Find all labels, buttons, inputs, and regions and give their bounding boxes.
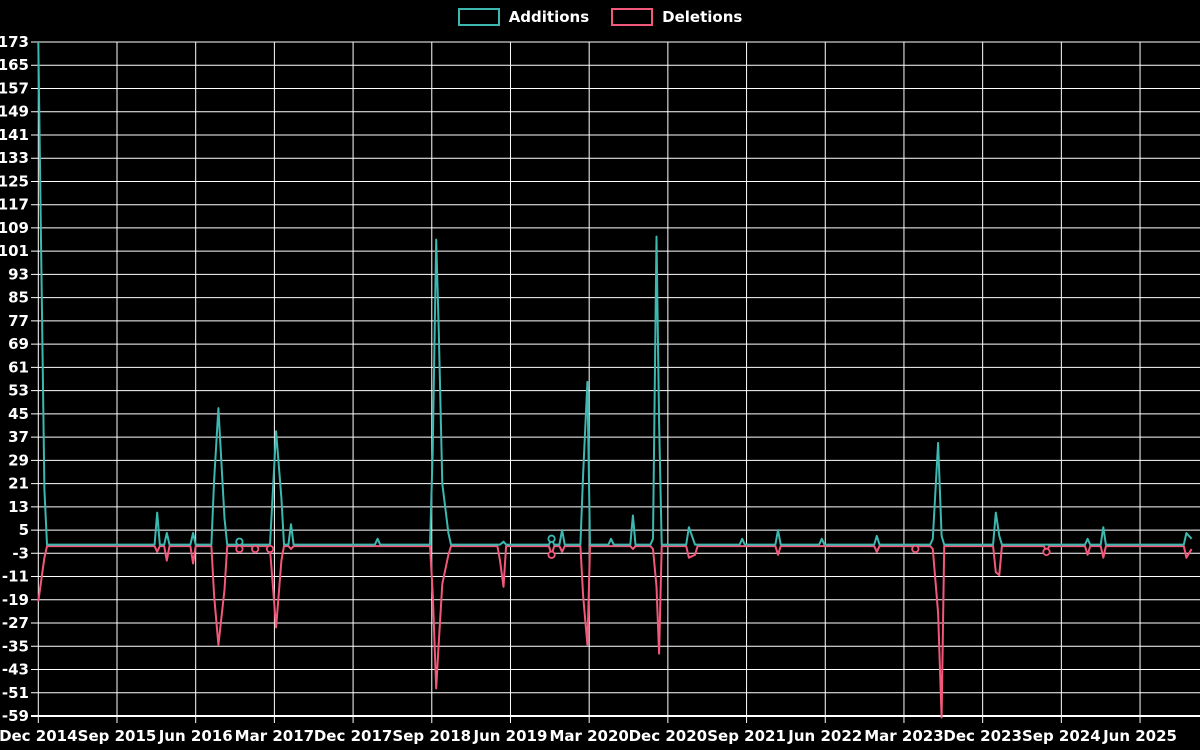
y-tick-label: 93 [8, 265, 29, 283]
x-tick-label: Jun 2022 [787, 727, 862, 745]
legend-item-deletions[interactable]: Deletions [611, 8, 742, 26]
additions-point-marker [235, 537, 244, 546]
additions-point-marker [547, 534, 556, 543]
y-tick-label: 149 [0, 103, 29, 121]
x-tick-label: Dec 2020 [629, 727, 708, 745]
y-tick-label: 157 [0, 79, 29, 97]
y-tick-label: 21 [8, 475, 29, 493]
x-tick-label: Mar 2023 [864, 727, 943, 745]
y-tick-label: 133 [0, 149, 29, 167]
x-tick-label: Dec 2017 [314, 727, 393, 745]
y-tick-label: 61 [8, 358, 29, 376]
y-tick-label: 85 [8, 289, 29, 307]
y-tick-label: 101 [0, 242, 29, 260]
y-tick-label: -51 [2, 684, 29, 702]
y-tick-label: 165 [0, 56, 29, 74]
y-tick-label: -59 [2, 707, 29, 725]
y-tick-label: 109 [0, 219, 29, 237]
y-tick-label: -27 [2, 614, 29, 632]
y-tick-label: 29 [8, 451, 29, 469]
x-tick-label: Jun 2025 [1102, 727, 1177, 745]
deletions-point-marker [265, 544, 275, 554]
y-tick-label: 37 [8, 428, 29, 446]
deletions-point-marker [547, 550, 556, 559]
y-tick-label: 173 [0, 33, 29, 51]
y-tick-label: -3 [12, 544, 29, 562]
deletions-point-marker [251, 544, 260, 554]
x-tick-label: Sep 2018 [392, 727, 471, 745]
deletions-point-marker [911, 544, 920, 554]
chart-legend: Additions Deletions [0, 8, 1200, 26]
y-tick-label: 125 [0, 172, 29, 190]
deletions-point-marker [1042, 547, 1051, 557]
x-tick-label: Dec 2023 [943, 727, 1022, 745]
legend-label-deletions: Deletions [662, 7, 743, 26]
x-tick-label: Sep 2024 [1022, 727, 1101, 745]
deletions-point-marker [235, 544, 244, 554]
y-tick-label: 53 [8, 382, 29, 400]
x-tick-label: Jun 2019 [473, 727, 548, 745]
y-tick-label: -11 [2, 568, 29, 586]
y-tick-label: 45 [8, 405, 29, 423]
y-tick-label: -19 [2, 591, 29, 609]
additions-swatch-icon [457, 8, 500, 26]
additions-line [37, 41, 1193, 546]
x-tick-label: Mar 2020 [549, 727, 628, 745]
x-tick-label: Sep 2015 [78, 727, 157, 745]
deletions-line [37, 545, 1193, 719]
x-tick-label: Jun 2016 [158, 727, 233, 745]
x-tick-label: Dec 2014 [0, 727, 78, 745]
y-tick-label: -35 [2, 637, 29, 655]
y-tick-label: 141 [0, 126, 29, 144]
deletions-swatch-icon [611, 8, 654, 26]
y-tick-label: 5 [19, 521, 29, 539]
y-tick-label: 69 [8, 335, 29, 353]
y-tick-label: 77 [8, 312, 29, 330]
x-tick-label: Mar 2017 [235, 727, 314, 745]
y-tick-label: -43 [2, 661, 29, 679]
y-tick-label: 13 [8, 498, 29, 516]
legend-label-additions: Additions [508, 7, 590, 26]
legend-item-additions[interactable]: Additions [457, 7, 590, 26]
x-tick-label: Sep 2021 [707, 727, 786, 745]
y-tick-label: 117 [0, 196, 29, 214]
